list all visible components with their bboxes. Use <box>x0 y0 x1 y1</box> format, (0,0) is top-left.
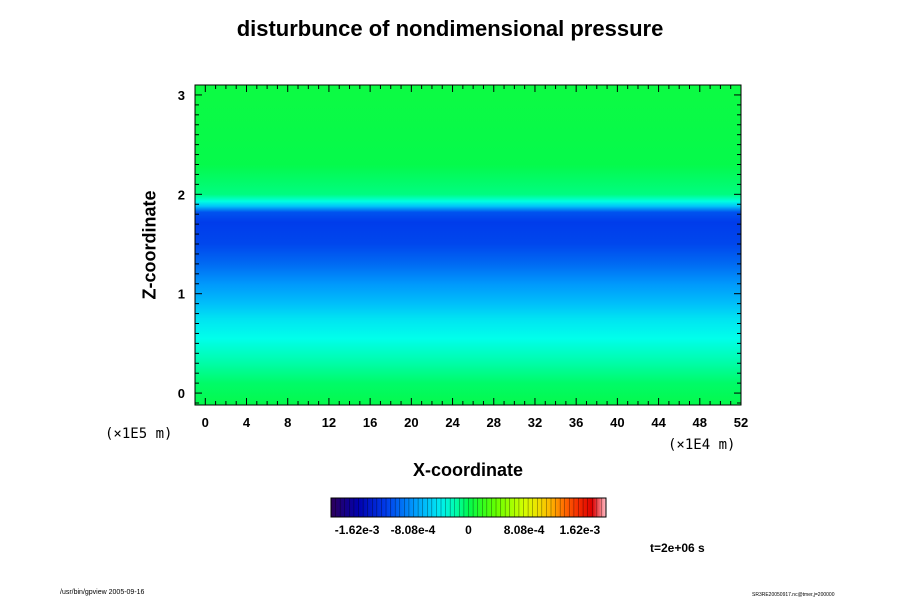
chart-title: disturbunce of nondimensional pressure <box>236 16 664 41</box>
x-tick-label: 8 <box>284 415 291 430</box>
y-tick-label: 3 <box>178 88 185 103</box>
x-tick-label: 4 <box>243 415 251 430</box>
x-axis-unit: (×1E4 m) <box>668 437 736 453</box>
x-tick-label: 16 <box>363 415 377 430</box>
heatmap-field <box>195 85 741 405</box>
footer-command: /usr/bin/gpview 2005-09-16 <box>60 589 145 596</box>
colorbar-tick-label: -1.62e-3 <box>335 523 380 537</box>
y-tick-label: 1 <box>178 287 185 302</box>
x-tick-label: 12 <box>322 415 336 430</box>
x-tick-label: 32 <box>528 415 542 430</box>
x-tick-label: 52 <box>734 415 748 430</box>
x-tick-label: 24 <box>445 415 460 430</box>
y-tick-label: 0 <box>178 386 185 401</box>
x-tick-label: 0 <box>202 415 209 430</box>
colorbar-tick-label: 8.08e-4 <box>504 523 545 537</box>
x-axis-label: X-coordinate <box>412 460 523 480</box>
y-axis-unit: (×1E5 m) <box>105 426 173 442</box>
colorbar-tick-label: 1.62e-3 <box>560 523 601 537</box>
x-tick-label: 28 <box>487 415 501 430</box>
x-tick-label: 36 <box>569 415 583 430</box>
y-axis-label: Z-coordinate <box>139 190 160 300</box>
x-tick-label: 44 <box>651 415 666 430</box>
x-tick-label: 40 <box>610 415 624 430</box>
time-annotation: t=2e+06 s <box>650 541 705 555</box>
colorbar-tick-label: -8.08e-4 <box>391 523 436 537</box>
colorbar-tick-label: 0 <box>465 523 472 537</box>
y-tick-label: 2 <box>178 187 185 202</box>
x-tick-label: 20 <box>404 415 418 430</box>
x-tick-label: 48 <box>693 415 707 430</box>
plot-frame <box>194 84 742 406</box>
footer-file: SR3RE20050917.nc@tmer,j=200000 <box>752 592 835 598</box>
